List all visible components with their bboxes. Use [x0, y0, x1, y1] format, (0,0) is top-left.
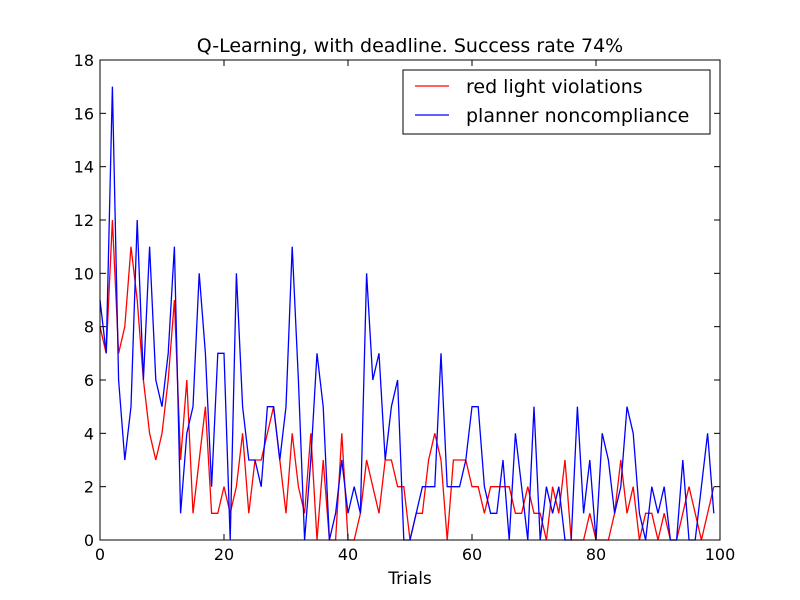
legend-box — [402, 69, 711, 135]
y-tick-label: 0 — [84, 531, 94, 550]
x-tick-label: 40 — [338, 545, 358, 564]
y-axis-ticks: 0 2 4 6 8 10 12 14 16 18 — [74, 51, 720, 550]
plot-frame — [99, 59, 721, 541]
chart-title: Q-Learning, with deadline. Success rate … — [197, 35, 623, 57]
plot-area — [100, 60, 720, 540]
x-tick-label: 100 — [705, 545, 736, 564]
y-tick-label: 14 — [74, 158, 94, 177]
x-tick-label: 20 — [214, 545, 234, 564]
y-tick-label: 16 — [74, 104, 94, 123]
y-tick-label: 18 — [74, 51, 94, 70]
legend: red light violations planner noncomplian… — [402, 69, 711, 135]
y-tick-label: 2 — [84, 478, 94, 497]
y-tick-label: 10 — [74, 264, 94, 283]
series-line-red-light-violations — [99, 219, 715, 541]
y-tick-label: 8 — [84, 318, 94, 337]
legend-label-red-light-violations: red light violations — [466, 76, 643, 98]
y-tick-label: 6 — [84, 371, 94, 390]
y-tick-label: 12 — [74, 211, 94, 230]
x-axis-label: Trials — [387, 569, 432, 589]
x-tick-label: 80 — [586, 545, 606, 564]
x-axis-ticks: 0 20 40 60 80 100 — [95, 60, 735, 564]
x-tick-label: 60 — [462, 545, 482, 564]
y-tick-label: 4 — [84, 424, 94, 443]
x-tick-label: 0 — [95, 545, 105, 564]
legend-label-planner-noncompliance: planner noncompliance — [466, 105, 689, 127]
